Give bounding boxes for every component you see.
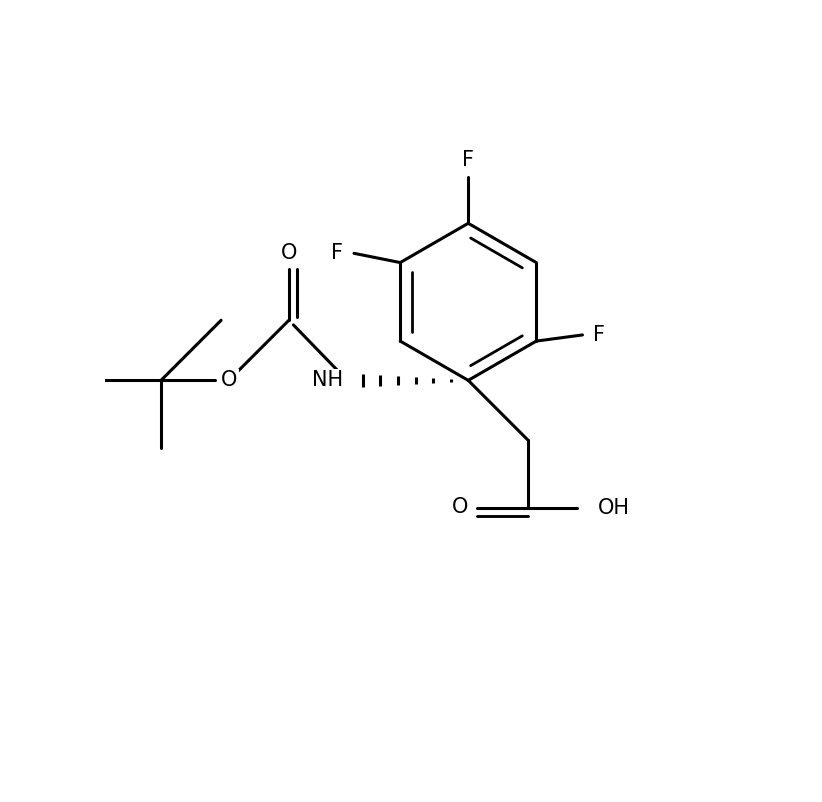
Text: F: F — [331, 243, 343, 263]
Text: O: O — [280, 242, 297, 262]
Text: F: F — [593, 325, 605, 345]
Text: OH: OH — [598, 498, 630, 518]
Text: O: O — [452, 496, 469, 516]
Text: O: O — [220, 371, 237, 391]
Text: NH: NH — [312, 371, 343, 391]
Text: F: F — [462, 150, 474, 170]
